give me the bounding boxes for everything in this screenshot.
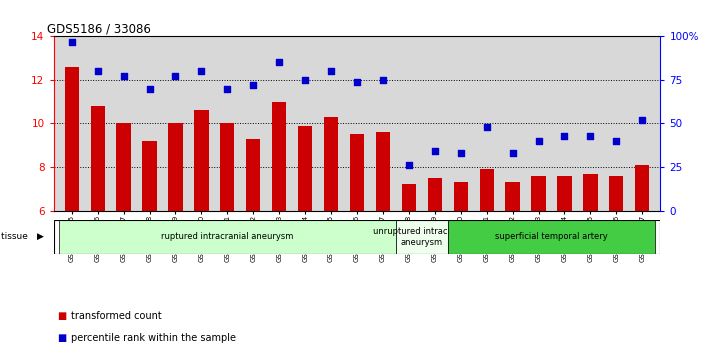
Bar (402, 184, 416, 211)
Point (118, 73, 129, 79)
Point (92, 68, 104, 74)
Bar (609, 176, 623, 211)
Bar (583, 174, 598, 211)
Bar (506, 182, 520, 211)
Text: percentile rank within the sample: percentile rank within the sample (71, 333, 236, 343)
Text: ▶: ▶ (37, 232, 44, 241)
Bar (220, 123, 234, 211)
Point (221, 86, 233, 91)
Point (533, 138, 544, 144)
Bar (169, 123, 183, 211)
Text: tissue: tissue (1, 232, 31, 241)
Point (377, 77, 388, 83)
Point (507, 150, 518, 156)
Point (610, 138, 622, 144)
Bar (324, 117, 338, 211)
Bar (428, 178, 442, 211)
Point (144, 86, 155, 91)
Bar (376, 132, 390, 211)
Point (481, 124, 493, 130)
Text: superficial temporal artery: superficial temporal artery (495, 232, 608, 241)
Bar (480, 169, 494, 211)
Bar (453, 182, 468, 211)
Text: ruptured intracranial aneurysm: ruptured intracranial aneurysm (161, 232, 293, 241)
Bar (116, 123, 131, 211)
Text: ■: ■ (57, 333, 66, 343)
Point (299, 77, 311, 83)
Text: transformed count: transformed count (71, 311, 162, 321)
Bar (246, 139, 261, 211)
Point (351, 79, 363, 85)
Point (326, 68, 337, 74)
Bar (531, 176, 545, 211)
Point (196, 68, 207, 74)
Bar (272, 102, 286, 211)
Bar (635, 165, 650, 211)
Point (403, 162, 415, 168)
Point (429, 148, 441, 154)
Point (248, 82, 259, 88)
Text: GDS5186 / 33086: GDS5186 / 33086 (47, 22, 151, 35)
Bar (142, 141, 156, 211)
Text: unruptured intracranial
aneurysm: unruptured intracranial aneurysm (373, 227, 471, 246)
Bar (396, 220, 448, 254)
Point (585, 133, 596, 139)
Point (559, 133, 570, 139)
Bar (298, 126, 312, 211)
Bar (194, 110, 208, 211)
Bar (558, 176, 572, 211)
Text: ■: ■ (57, 311, 66, 321)
Bar (350, 134, 364, 211)
Bar (91, 106, 105, 211)
Bar (448, 220, 655, 254)
Point (66, 38, 77, 44)
Point (637, 117, 648, 123)
Bar (64, 67, 79, 211)
Bar (59, 220, 396, 254)
Point (455, 150, 466, 156)
Point (273, 60, 285, 65)
Point (170, 73, 181, 79)
